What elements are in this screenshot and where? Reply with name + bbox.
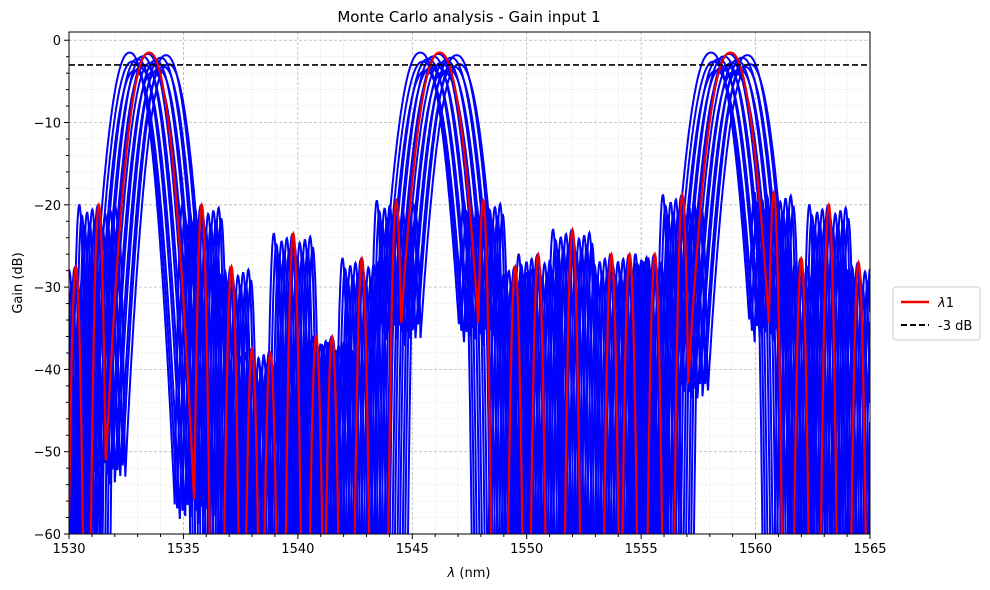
plot-frame (68, 31, 871, 535)
nominal-series (69, 51, 867, 534)
legend-label-lambda1: λ1 (937, 296, 954, 311)
x-tick-label: 1545 (396, 542, 429, 557)
y-axis-ticks: 0 −10 −20 −30 −40 −50 −60 (34, 34, 69, 543)
legend-label-3db: -3 dB (938, 319, 972, 334)
x-tick-label: 1565 (853, 542, 886, 557)
monte-carlo-run (87, 63, 857, 534)
y-tick-label: 0 (53, 34, 61, 49)
nominal-lambda1-line (69, 51, 867, 534)
monte-carlo-run (79, 56, 870, 534)
y-tick-label: −30 (34, 281, 61, 296)
monte-carlo-series (69, 51, 870, 534)
x-axis-label: λ (nm) (447, 566, 491, 581)
monte-carlo-run (69, 67, 858, 534)
x-axis-ticks: 1530 1535 1540 1545 1550 1555 1560 1565 (52, 534, 887, 557)
y-tick-label: −40 (34, 363, 61, 378)
monte-carlo-run (82, 65, 870, 534)
chart-title: Monte Carlo analysis - Gain input 1 (337, 8, 600, 26)
legend-box (892, 286, 981, 341)
x-tick-label: 1530 (52, 542, 85, 557)
x-tick-label: 1560 (739, 542, 772, 557)
y-axis-label: Gain (dB) (11, 252, 26, 313)
y-tick-label: −60 (34, 528, 61, 543)
x-tick-label: 1535 (167, 542, 200, 557)
x-tick-label: 1550 (510, 542, 543, 557)
monte-carlo-run (70, 51, 848, 534)
y-tick-label: −20 (34, 199, 61, 214)
legend: λ1 -3 dB (892, 286, 981, 341)
x-tick-label: 1540 (281, 542, 314, 557)
y-tick-label: −50 (34, 446, 61, 461)
x-tick-label: 1555 (625, 542, 658, 557)
y-tick-label: −10 (34, 117, 61, 132)
